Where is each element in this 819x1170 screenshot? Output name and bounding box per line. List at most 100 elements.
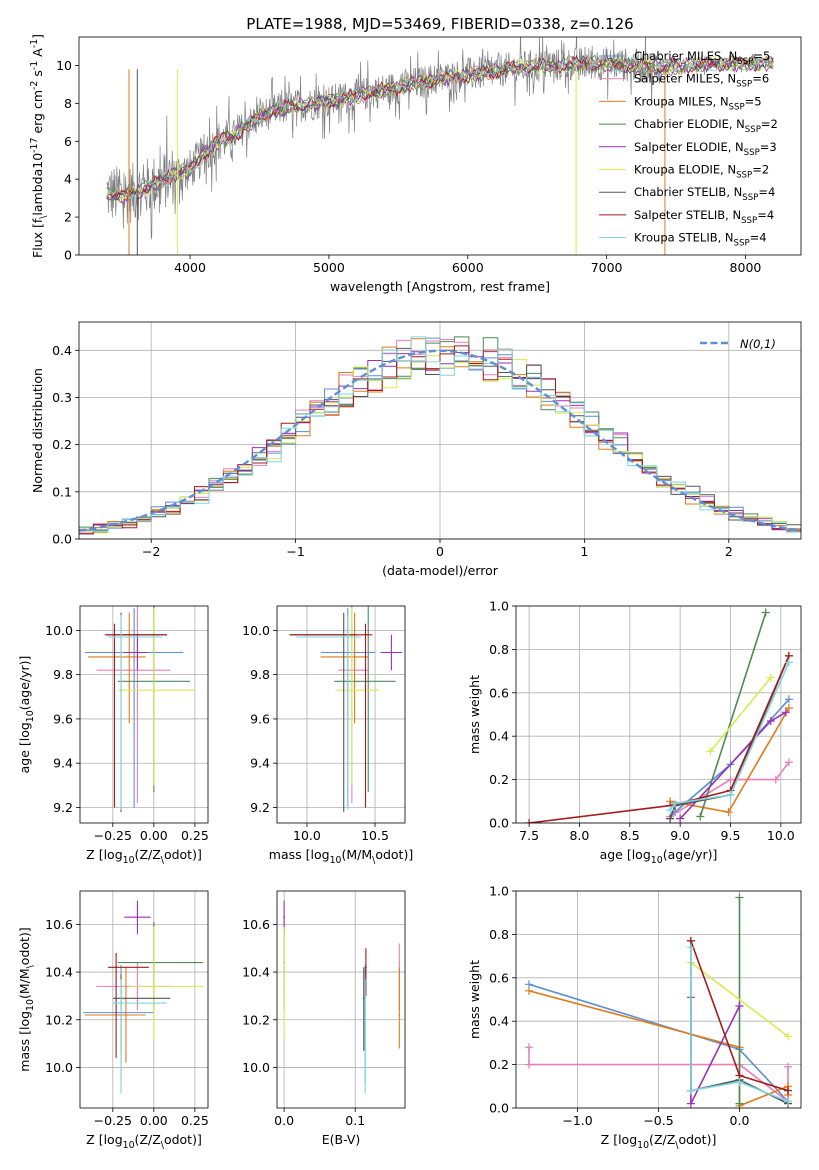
x-tick-label: −1	[286, 544, 304, 559]
plot-area	[79, 336, 801, 535]
axes-frame	[276, 605, 406, 824]
y-tick-label: 0.8	[489, 642, 509, 657]
data-point	[283, 916, 286, 919]
plus-marker	[666, 814, 675, 823]
plus-marker	[784, 1032, 793, 1041]
weight-line	[529, 655, 790, 823]
y-tick-label: 10.0	[242, 1060, 270, 1075]
y-tick-label: 9.2	[53, 800, 73, 815]
y-tick-label: 0.0	[52, 532, 72, 547]
plus-marker	[735, 1099, 744, 1108]
plus-marker	[761, 608, 770, 617]
x-tick-label: 7.5	[519, 828, 539, 843]
x-axis-label: Z [log10(Z/Z\odot)]	[601, 1132, 717, 1151]
data-point	[136, 916, 139, 919]
plus-marker	[686, 1086, 695, 1095]
data-point	[283, 985, 286, 988]
legend-label: Salpeter ELODIE, NSSP=3	[634, 140, 777, 158]
legend-label: Kroupa ELODIE, NSSP=2	[634, 163, 769, 181]
y-tick-label: 0.6	[489, 685, 509, 700]
y-tick-label: 0.2	[489, 772, 509, 787]
y-tick-label: 10.6	[242, 917, 270, 932]
weight-line	[669, 662, 790, 811]
legend-label: Salpeter STELIB, NSSP=4	[634, 208, 774, 226]
model-spectrum	[106, 55, 774, 200]
data-point	[353, 656, 356, 658]
y-axis-label: mass weight	[467, 675, 482, 754]
figure-title: PLATE=1988, MJD=53469, FIBERID=0338, z=0…	[246, 15, 633, 33]
model-spectrum	[106, 54, 774, 202]
gridlines	[277, 891, 405, 1108]
axes-frame	[515, 605, 802, 824]
x-tick-label: 0.00	[140, 828, 168, 843]
data-point	[350, 689, 353, 692]
y-tick-label: 9.8	[250, 667, 270, 682]
y-tick-label: 10.0	[45, 1060, 73, 1075]
plot-area	[525, 608, 793, 823]
legend-label: Kroupa STELIB, NSSP=4	[634, 231, 767, 249]
y-tick-label: 0.2	[489, 1057, 509, 1072]
plus-marker	[784, 1097, 793, 1106]
data-point	[364, 966, 367, 969]
data-point	[390, 651, 393, 654]
plus-marker	[671, 799, 680, 808]
plus-marker	[524, 1060, 533, 1069]
y-axis-label: mass weight	[467, 960, 482, 1039]
y-tick-label: 1.0	[489, 599, 509, 614]
x-tick-label: 10.5	[361, 828, 389, 843]
axes-frame	[78, 36, 802, 256]
y-tick-label: 9.4	[53, 756, 73, 771]
weight-line	[690, 961, 789, 1038]
panel-mass-vs-EBV: 0.0 0.1 10.0 10.2 10.4 10.6 E(B-V)	[242, 890, 406, 1147]
plot-area	[524, 893, 793, 1108]
x-tick-label: 2	[725, 544, 733, 559]
weight-line	[690, 997, 741, 1105]
y-tick-label: 0.8	[489, 927, 509, 942]
y-tick-label: 10.6	[45, 917, 73, 932]
plus-marker	[676, 814, 685, 823]
weight-line	[669, 761, 790, 818]
y-tick-label: 10.4	[242, 965, 270, 980]
data-point	[152, 689, 155, 692]
x-tick-label: −1.0	[562, 1113, 592, 1128]
panel-mass-vs-Z: −0.25 0.00 0.25 10.0 10.2 10.4 10.6 Z [log10(Z/…	[17, 890, 209, 1151]
plus-marker	[726, 790, 735, 799]
x-tick-label: 8000	[730, 260, 762, 275]
plus-marker	[781, 708, 790, 717]
x-tick-label: 0.1	[345, 1113, 365, 1128]
data-point	[136, 651, 139, 654]
plus-marker	[524, 986, 533, 995]
y-tick-label: 1.0	[489, 884, 509, 899]
x-tick-label: 0.25	[181, 828, 209, 843]
y-tick-label: 0.4	[489, 729, 509, 744]
axes-frame	[79, 890, 209, 1109]
legend-label: N(0,1)	[740, 337, 776, 351]
x-axis-label: mass [log10(M/M\odot)]	[269, 847, 413, 866]
plus-marker	[686, 1099, 695, 1108]
data-point	[398, 1014, 401, 1016]
y-tick-label: 0.6	[489, 970, 509, 985]
data-point	[113, 633, 116, 636]
axes-frame	[78, 321, 802, 540]
weight-line	[669, 655, 790, 819]
x-tick-label: −2	[142, 544, 160, 559]
y-tick-label: 0.2	[52, 437, 72, 452]
weight-line	[690, 947, 789, 1103]
axes-frame	[515, 890, 802, 1109]
legend-label: Chabrier MILES, NSSP=5	[634, 49, 770, 67]
data-point	[115, 966, 118, 969]
histogram-step	[79, 336, 801, 532]
plot-area	[106, 37, 774, 255]
data-point	[367, 680, 370, 683]
y-tick-label: 0.4	[489, 1014, 509, 1029]
plot-area	[84, 606, 195, 812]
x-tick-label: 4000	[174, 260, 206, 275]
plus-marker	[735, 1002, 744, 1011]
data-point	[125, 1014, 127, 1016]
model-spectrum	[106, 55, 774, 202]
weight-line	[699, 612, 767, 817]
x-axis-label: wavelength [Angstrom, rest frame]	[330, 279, 550, 294]
plus-marker	[666, 805, 675, 814]
x-axis-label: age [log10(age/yr)]	[600, 847, 718, 866]
y-tick-label: 0.1	[52, 484, 72, 499]
